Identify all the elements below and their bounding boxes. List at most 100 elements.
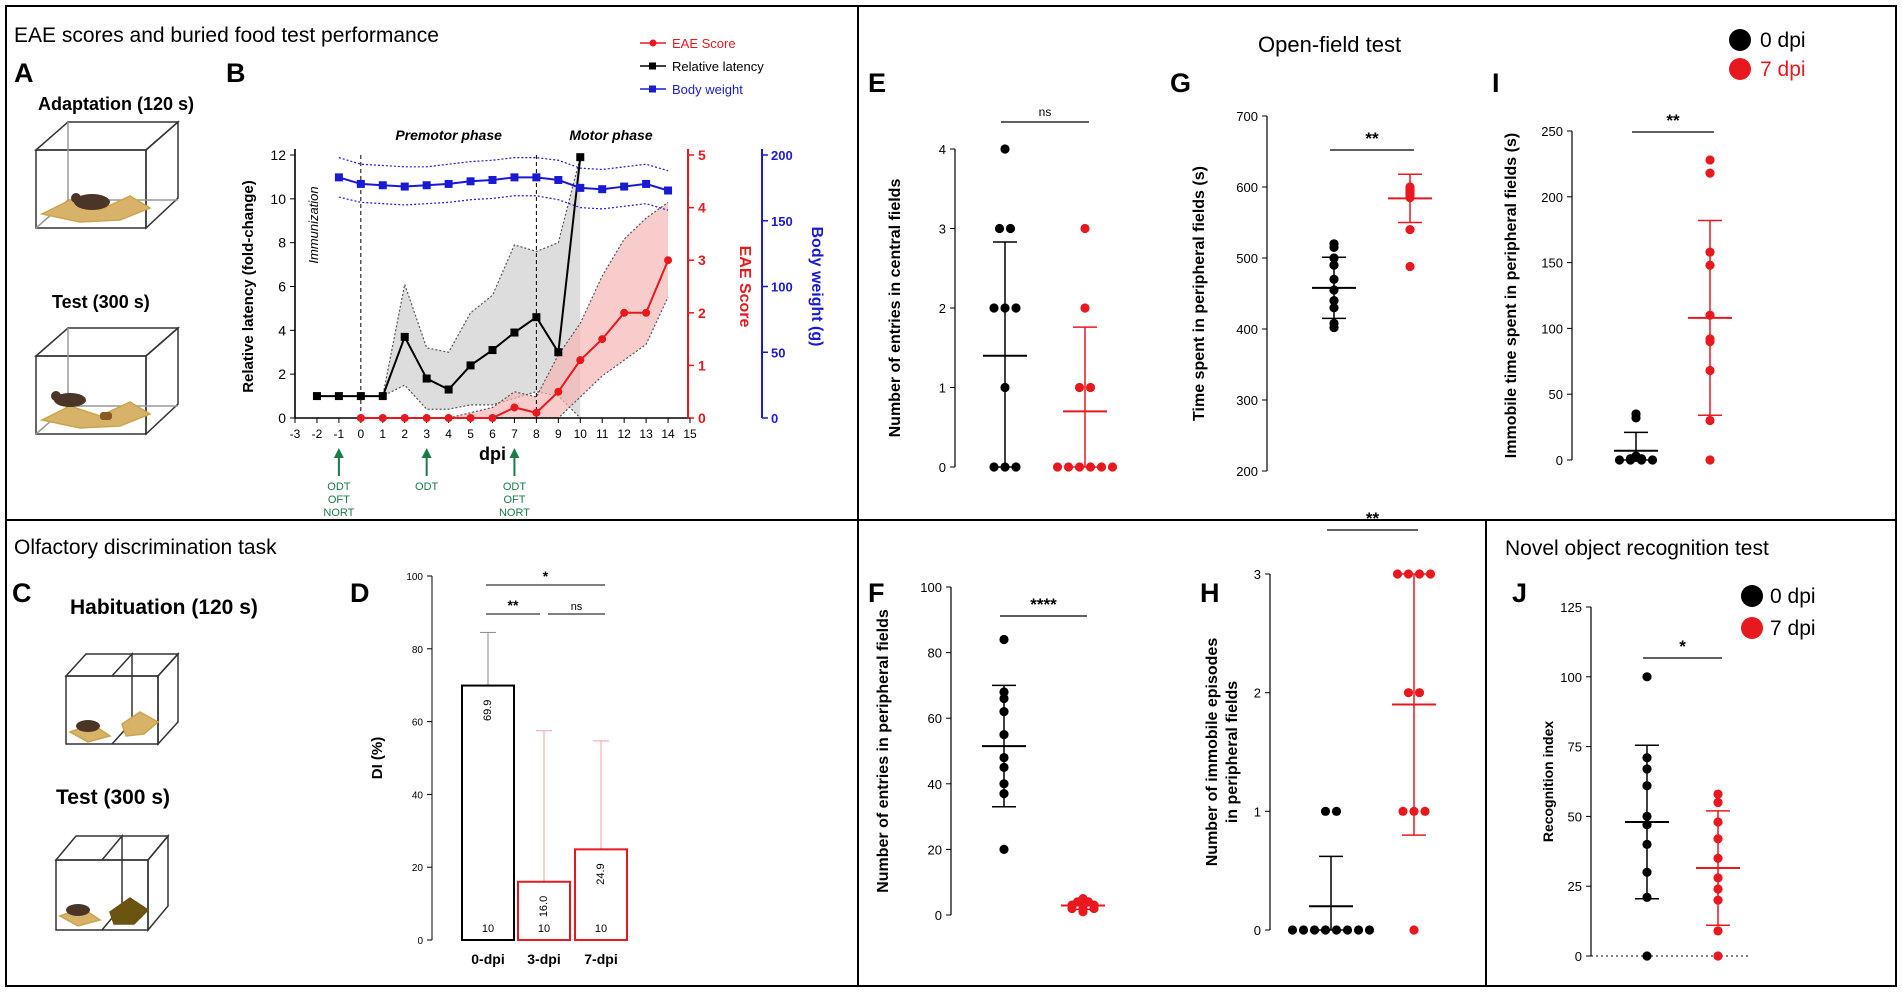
sig-label-e: ns: [1039, 105, 1052, 119]
point-body-weight: [554, 175, 563, 184]
point-h: [1409, 925, 1419, 935]
value-label-d: 24.9: [595, 863, 607, 884]
tick-label-f: 40: [928, 777, 942, 792]
point-eae-score: [532, 408, 541, 417]
sig-label-d: **: [508, 597, 519, 613]
point-eae-score: [664, 256, 673, 265]
arrow-label: OFT: [328, 494, 350, 506]
point-j: [1713, 884, 1723, 894]
point-eae-score: [554, 387, 563, 396]
point-h: [1298, 925, 1309, 935]
point-relative-latency: [466, 361, 475, 370]
bar-d-3-dpi: [517, 880, 571, 942]
value-label-d: 69.9: [482, 700, 494, 721]
point-e: [1011, 303, 1021, 313]
y-axis-label-weight: Body weight (g): [808, 227, 825, 347]
tick-label-bottom: 13: [639, 427, 653, 441]
y-axis-label-j: Recognition index: [1540, 721, 1556, 843]
tick-label-bottom: 3: [423, 427, 430, 441]
point-i: [1647, 455, 1658, 465]
sig-label-f: ****: [1030, 595, 1057, 614]
legend-marker-0dpi: [1729, 29, 1751, 51]
legend-b-label: Body weight: [672, 82, 743, 97]
letter-g: G: [1170, 68, 1191, 98]
point-f: [999, 707, 1009, 717]
sig-label-d: *: [543, 568, 549, 584]
point-body-weight: [400, 182, 409, 191]
point-g: [1329, 260, 1339, 270]
point-g: [1329, 274, 1339, 284]
cage-habituation: [64, 652, 180, 746]
point-e: [1080, 223, 1090, 234]
point-relative-latency: [334, 392, 343, 401]
point-g: [1405, 193, 1415, 203]
tick-label-left: 2: [278, 366, 286, 382]
point-e: [1063, 462, 1074, 472]
point-relative-latency: [510, 328, 519, 337]
tick-label-j: 125: [1560, 600, 1582, 615]
tick-label-left: 4: [278, 322, 286, 338]
tick-label-bottom: 8: [533, 427, 540, 441]
y-axis-label-h: Number of immobile episodes: [1204, 638, 1221, 867]
point-body-weight: [356, 179, 365, 188]
point-e: [1080, 303, 1090, 313]
point-i: [1631, 413, 1641, 423]
point-e: [1000, 303, 1010, 313]
label-habituation: Habituation (120 s): [70, 596, 258, 619]
point-g: [1329, 253, 1339, 263]
point-e: [1052, 462, 1063, 472]
legend-b-label: EAE Score: [672, 36, 736, 51]
n-label-d: 10: [595, 923, 607, 935]
tick-label-bottom: 9: [555, 427, 562, 441]
tick-label-g: 600: [1236, 180, 1258, 195]
point-f: [999, 693, 1009, 704]
point-h: [1403, 688, 1414, 698]
point-f: [999, 730, 1009, 740]
tick-label-left: 6: [278, 279, 286, 295]
tick-label-right-weight: 200: [771, 148, 793, 163]
point-e: [1005, 223, 1016, 234]
legend-b-label: Relative latency: [672, 59, 764, 74]
arrow-label: NORT: [323, 507, 354, 519]
point-j: [1713, 895, 1723, 905]
label-test-a: Test (300 s): [52, 292, 150, 312]
point-relative-latency: [400, 332, 409, 341]
point-f: [1078, 907, 1088, 917]
legend-top: 0 dpi 7 dpi: [1729, 29, 1806, 81]
point-h: [1320, 806, 1331, 816]
point-body-weight: [642, 179, 651, 188]
tick-label-j: 100: [1560, 670, 1582, 685]
tick-label-right-weight: 150: [771, 214, 793, 229]
tick-label-f: 60: [928, 711, 942, 726]
bar-d-7-dpi: [574, 848, 628, 942]
point-relative-latency: [444, 385, 453, 394]
tick-label-j: 50: [1568, 809, 1582, 824]
sig-label-g: **: [1365, 129, 1379, 148]
tick-label-bottom: 2: [401, 427, 408, 441]
band-latency: [360, 157, 581, 419]
point-j: [1713, 951, 1723, 961]
tick-label-bottom: 4: [445, 427, 452, 441]
point-eae-score: [598, 335, 607, 344]
point-relative-latency: [576, 153, 585, 162]
tick-label-bottom: 6: [489, 427, 496, 441]
legend-label-7dpi: 7 dpi: [1760, 58, 1806, 81]
point-eae-score: [576, 356, 585, 365]
point-body-weight: [444, 179, 453, 188]
letter-d: D: [350, 578, 370, 608]
point-j: [1642, 781, 1652, 791]
tick-label-g: 200: [1236, 464, 1258, 479]
point-h: [1320, 925, 1331, 935]
frame-egi: [857, 5, 1897, 521]
tick-label-right-eae: 1: [698, 357, 706, 373]
letter-f: F: [868, 578, 885, 608]
series-line-body-weight: [338, 176, 669, 192]
tick-label-g: 500: [1236, 251, 1258, 266]
point-g: [1329, 322, 1339, 333]
bar-d-0-dpi: [461, 684, 515, 942]
letter-j: J: [1512, 578, 1527, 608]
point-j: [1642, 839, 1652, 849]
tick-label-right-weight: 0: [771, 411, 778, 426]
